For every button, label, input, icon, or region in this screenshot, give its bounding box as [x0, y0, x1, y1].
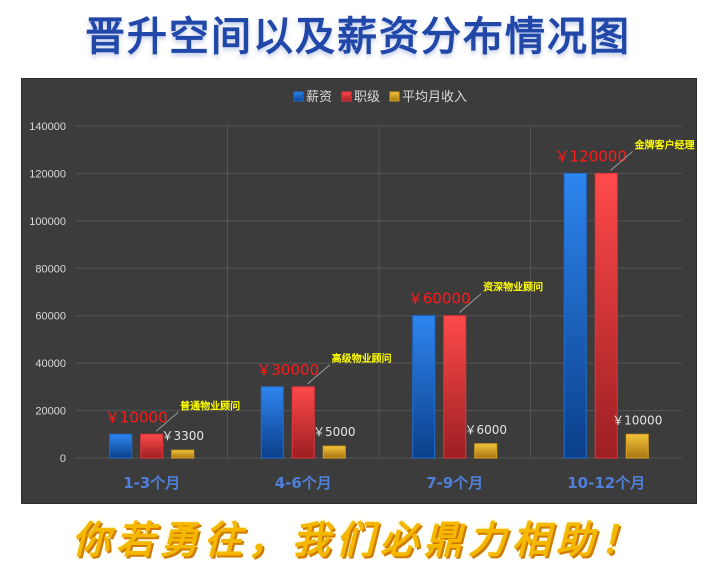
callout-leader — [155, 411, 179, 432]
bar-income — [625, 433, 649, 459]
y-tick-label: 140000 — [29, 121, 66, 133]
salary-data-label: ￥120000 — [555, 147, 627, 165]
legend-swatch — [293, 91, 304, 102]
bar-rank — [443, 315, 467, 459]
legend-swatch — [341, 91, 352, 102]
salary-data-label: ￥30000 — [256, 361, 319, 379]
salary-bar-chart: 020000400006000080000100000120000140000 … — [29, 90, 695, 492]
data-labels: 1-3个月 ￥10000 普通物业顾问 ￥3300 4-6个月 ￥30000 高级物业顾问 ￥… — [105, 138, 695, 492]
y-tick-label: 80000 — [35, 263, 66, 275]
income-data-label: ￥3300 — [161, 429, 204, 443]
salary-data-label: ￥10000 — [105, 408, 168, 426]
x-tick-label: 10-12个月 — [567, 474, 645, 492]
income-data-label: ￥10000 — [612, 413, 662, 427]
chart-panel: 0 20000 40000 60000 80000 100000 120000 140000 … — [21, 78, 697, 504]
bar-rank — [140, 433, 164, 459]
x-tick-label: 4-6个月 — [275, 474, 332, 492]
rank-callout-label: 高级物业顾问 — [332, 352, 392, 365]
bar-income — [474, 443, 498, 459]
bar-salary — [412, 315, 436, 459]
bar-salary — [109, 433, 133, 459]
rank-callout-label: 金牌客户经理 — [634, 138, 695, 151]
x-tick-label: 7-9个月 — [426, 474, 483, 492]
bar-rank — [291, 386, 315, 459]
income-data-label: ￥6000 — [464, 423, 507, 437]
callout-leader — [307, 364, 330, 385]
rank-callout-label: 资深物业顾问 — [483, 281, 543, 294]
y-tick-label: 100000 — [29, 216, 66, 228]
bar-salary — [260, 386, 284, 459]
y-tick-label: 20000 — [35, 406, 66, 418]
bar-income — [171, 449, 195, 459]
y-tick-label: 40000 — [35, 358, 66, 370]
y-tick-label: 0 — [60, 453, 66, 465]
slogan: 你若勇往，我们必鼎力相助！ — [71, 517, 644, 562]
bar-salary — [563, 172, 587, 459]
income-data-label: ￥5000 — [313, 425, 356, 439]
callout-leader — [610, 151, 633, 171]
legend-label: 薪资 — [306, 90, 332, 105]
legend-label: 平均月收入 — [402, 90, 467, 105]
y-tick-label: 60000 — [35, 311, 66, 323]
salary-data-label: ￥60000 — [408, 290, 471, 308]
bar-rank — [594, 172, 618, 459]
legend-label: 职级 — [354, 90, 380, 105]
bars — [109, 172, 649, 459]
bar-income — [322, 445, 346, 459]
page-title: 晋升空间以及薪资分布情况图 — [85, 13, 631, 60]
rank-callout-label: 普通物业顾问 — [180, 399, 240, 412]
callout-leader — [458, 293, 482, 314]
legend: 薪资 职级 平均月收入 — [293, 90, 467, 105]
x-tick-label: 1-3个月 — [123, 474, 180, 492]
y-tick-label: 120000 — [29, 168, 66, 180]
legend-swatch — [389, 91, 400, 102]
